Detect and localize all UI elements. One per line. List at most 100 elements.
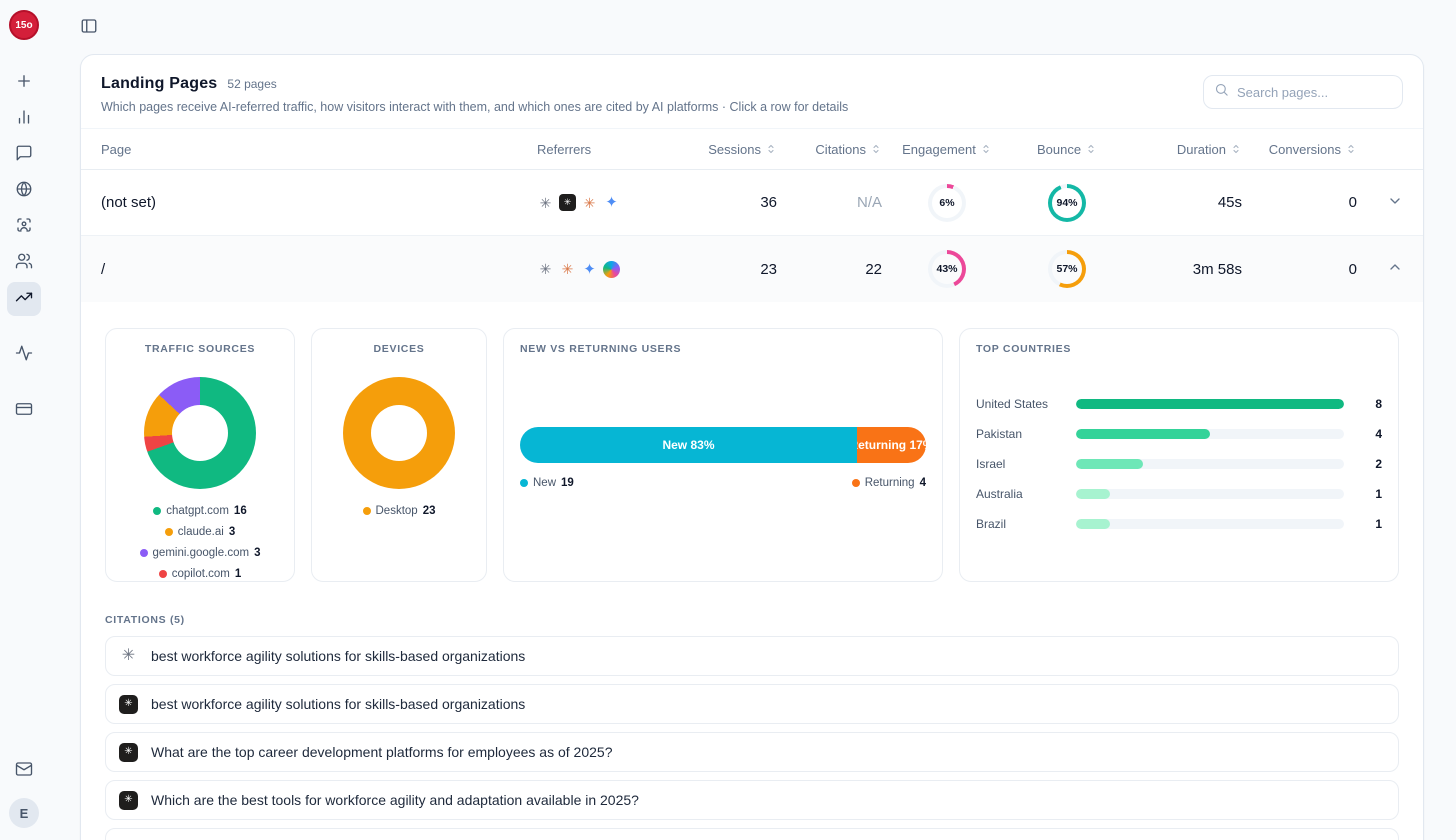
main-content: Landing Pages 52 pages Which pages recei…	[48, 0, 1456, 840]
column-header-referrers[interactable]: Referrers	[537, 142, 687, 157]
duration-cell: 45s	[1217, 194, 1242, 211]
citation-item[interactable]: ✳ best workforce agility solutions for s…	[105, 636, 1399, 676]
legend-item: gemini.google.com 3	[139, 547, 260, 559]
topbar	[80, 0, 1424, 54]
search-box[interactable]	[1203, 75, 1403, 109]
claude-app-icon: ✳	[119, 790, 138, 810]
column-header-bounce[interactable]: Bounce	[1012, 142, 1122, 157]
citation-item[interactable]	[105, 828, 1399, 840]
sidebar-item-billing[interactable]	[7, 394, 41, 428]
search-input[interactable]	[1237, 84, 1392, 100]
country-row: Israel 2	[976, 457, 1382, 471]
sort-icon	[983, 144, 989, 154]
legend-item: Desktop 23	[362, 505, 435, 517]
country-bar	[1076, 489, 1344, 499]
column-label: Conversions	[1268, 141, 1341, 157]
page-cell: /	[101, 260, 106, 278]
sidebar-item-analytics[interactable]	[7, 102, 41, 136]
referrers-cell: ✳ ✳ ✳ ✦	[537, 194, 687, 211]
legend-item: New 19	[520, 477, 574, 489]
conversions-cell: 0	[1348, 194, 1357, 211]
claude-icon: ✳	[561, 261, 574, 277]
user-avatar[interactable]: E	[9, 798, 39, 828]
devices-donut-chart	[343, 377, 455, 489]
column-header-page[interactable]: Page	[101, 142, 537, 157]
legend-item: claude.ai 3	[164, 526, 235, 538]
claude-app-icon: ✳	[559, 194, 576, 211]
column-label: Page	[101, 141, 132, 157]
claude-icon: ✳	[583, 194, 596, 211]
sidebar-item-web[interactable]	[7, 174, 41, 208]
sidebar: 15o	[0, 0, 48, 840]
gemini-icon: ✦	[583, 260, 596, 278]
page-subtitle: Which pages receive AI-referred traffic,…	[101, 100, 849, 114]
sort-icon	[768, 144, 774, 154]
top-countries-title: TOP COUNTRIES	[976, 343, 1072, 355]
plus-icon	[15, 72, 33, 95]
app-logo[interactable]: 15o	[9, 10, 39, 40]
column-label: Sessions	[708, 141, 761, 157]
sidebar-item-messages[interactable]	[7, 138, 41, 172]
sidebar-item-activity[interactable]	[7, 338, 41, 372]
legend-dot	[153, 507, 162, 515]
citation-item[interactable]: ✳ Which are the best tools for workforce…	[105, 780, 1399, 820]
user-scan-icon	[15, 216, 33, 239]
activity-icon	[15, 344, 33, 367]
column-header-sessions[interactable]: Sessions	[687, 142, 777, 157]
sort-icon	[1233, 144, 1239, 154]
country-bar	[1076, 429, 1344, 439]
citation-text: best workforce agility solutions for ski…	[151, 648, 526, 664]
column-label: Citations	[815, 141, 866, 157]
mail-icon	[15, 760, 33, 783]
sort-icon	[1088, 144, 1094, 154]
chevron-down-icon	[1387, 193, 1403, 213]
column-label: Referrers	[537, 141, 592, 157]
search-icon	[1214, 82, 1229, 102]
table-row[interactable]: (not set) ✳ ✳ ✳ ✦ 36 N/A 6% 94% 45s 0	[81, 170, 1423, 236]
column-label: Bounce	[1036, 141, 1082, 157]
sidebar-item-users[interactable]	[7, 246, 41, 280]
claude-app-icon: ✳	[119, 742, 138, 762]
column-label: Duration	[1176, 141, 1226, 157]
column-header-citations[interactable]: Citations	[777, 142, 882, 157]
landing-pages-card: Landing Pages 52 pages Which pages recei…	[80, 54, 1424, 840]
legend-item: chatgpt.com 16	[153, 505, 247, 517]
column-header-conversions[interactable]: Conversions	[1242, 142, 1357, 157]
card-header: Landing Pages 52 pages Which pages recei…	[81, 55, 1423, 128]
sidebar-item-mail[interactable]	[7, 754, 41, 788]
chatgpt-icon: ✳	[121, 647, 136, 664]
citation-item[interactable]: ✳ What are the top career development pl…	[105, 732, 1399, 772]
column-header-duration[interactable]: Duration	[1122, 142, 1242, 157]
new-vs-returning-title: NEW VS RETURNING USERS	[520, 343, 682, 355]
column-header-engagement[interactable]: Engagement	[882, 142, 1012, 157]
citations-section-title: CITATIONS (5)	[105, 614, 185, 626]
table-row[interactable]: / ✳ ✳ ✦ 23 22 43% 57% 3m 58s 0	[81, 236, 1423, 302]
traffic-sources-legend: chatgpt.com 16 claude.ai 3 gemini.google…	[122, 505, 278, 580]
devices-legend: Desktop 23	[328, 505, 470, 517]
legend-dot	[520, 479, 528, 487]
chat-icon	[15, 144, 33, 167]
sidebar-item-visitors[interactable]	[7, 210, 41, 244]
legend-dot	[362, 507, 371, 515]
sidebar-item-trends-active[interactable]	[7, 282, 41, 316]
expand-row-button[interactable]	[1357, 193, 1403, 213]
sort-icon	[1348, 144, 1354, 154]
table-header-row: Page Referrers Sessions Citations Engage…	[81, 128, 1423, 170]
citation-item[interactable]: ✳ best workforce agility solutions for s…	[105, 684, 1399, 724]
country-bar	[1076, 399, 1344, 409]
legend-dot	[158, 570, 167, 578]
engagement-gauge: 6%	[928, 183, 966, 222]
panel-left-icon	[80, 17, 98, 38]
country-row: Brazil 1	[976, 517, 1382, 531]
claude-app-icon: ✳	[119, 694, 138, 714]
country-bar	[1076, 519, 1344, 529]
new-vs-returning-card: NEW VS RETURNING USERS New 83% Returning…	[503, 328, 943, 582]
collapse-row-button[interactable]	[1357, 259, 1403, 279]
citations-list: ✳ best workforce agility solutions for s…	[81, 636, 1423, 840]
legend-item: Returning 4	[851, 477, 926, 489]
sidebar-item-add[interactable]	[7, 66, 41, 100]
country-bar	[1076, 459, 1344, 469]
bounce-gauge: 57%	[1048, 250, 1086, 288]
sidebar-toggle-button[interactable]	[74, 12, 104, 42]
duration-cell: 3m 58s	[1192, 260, 1242, 278]
